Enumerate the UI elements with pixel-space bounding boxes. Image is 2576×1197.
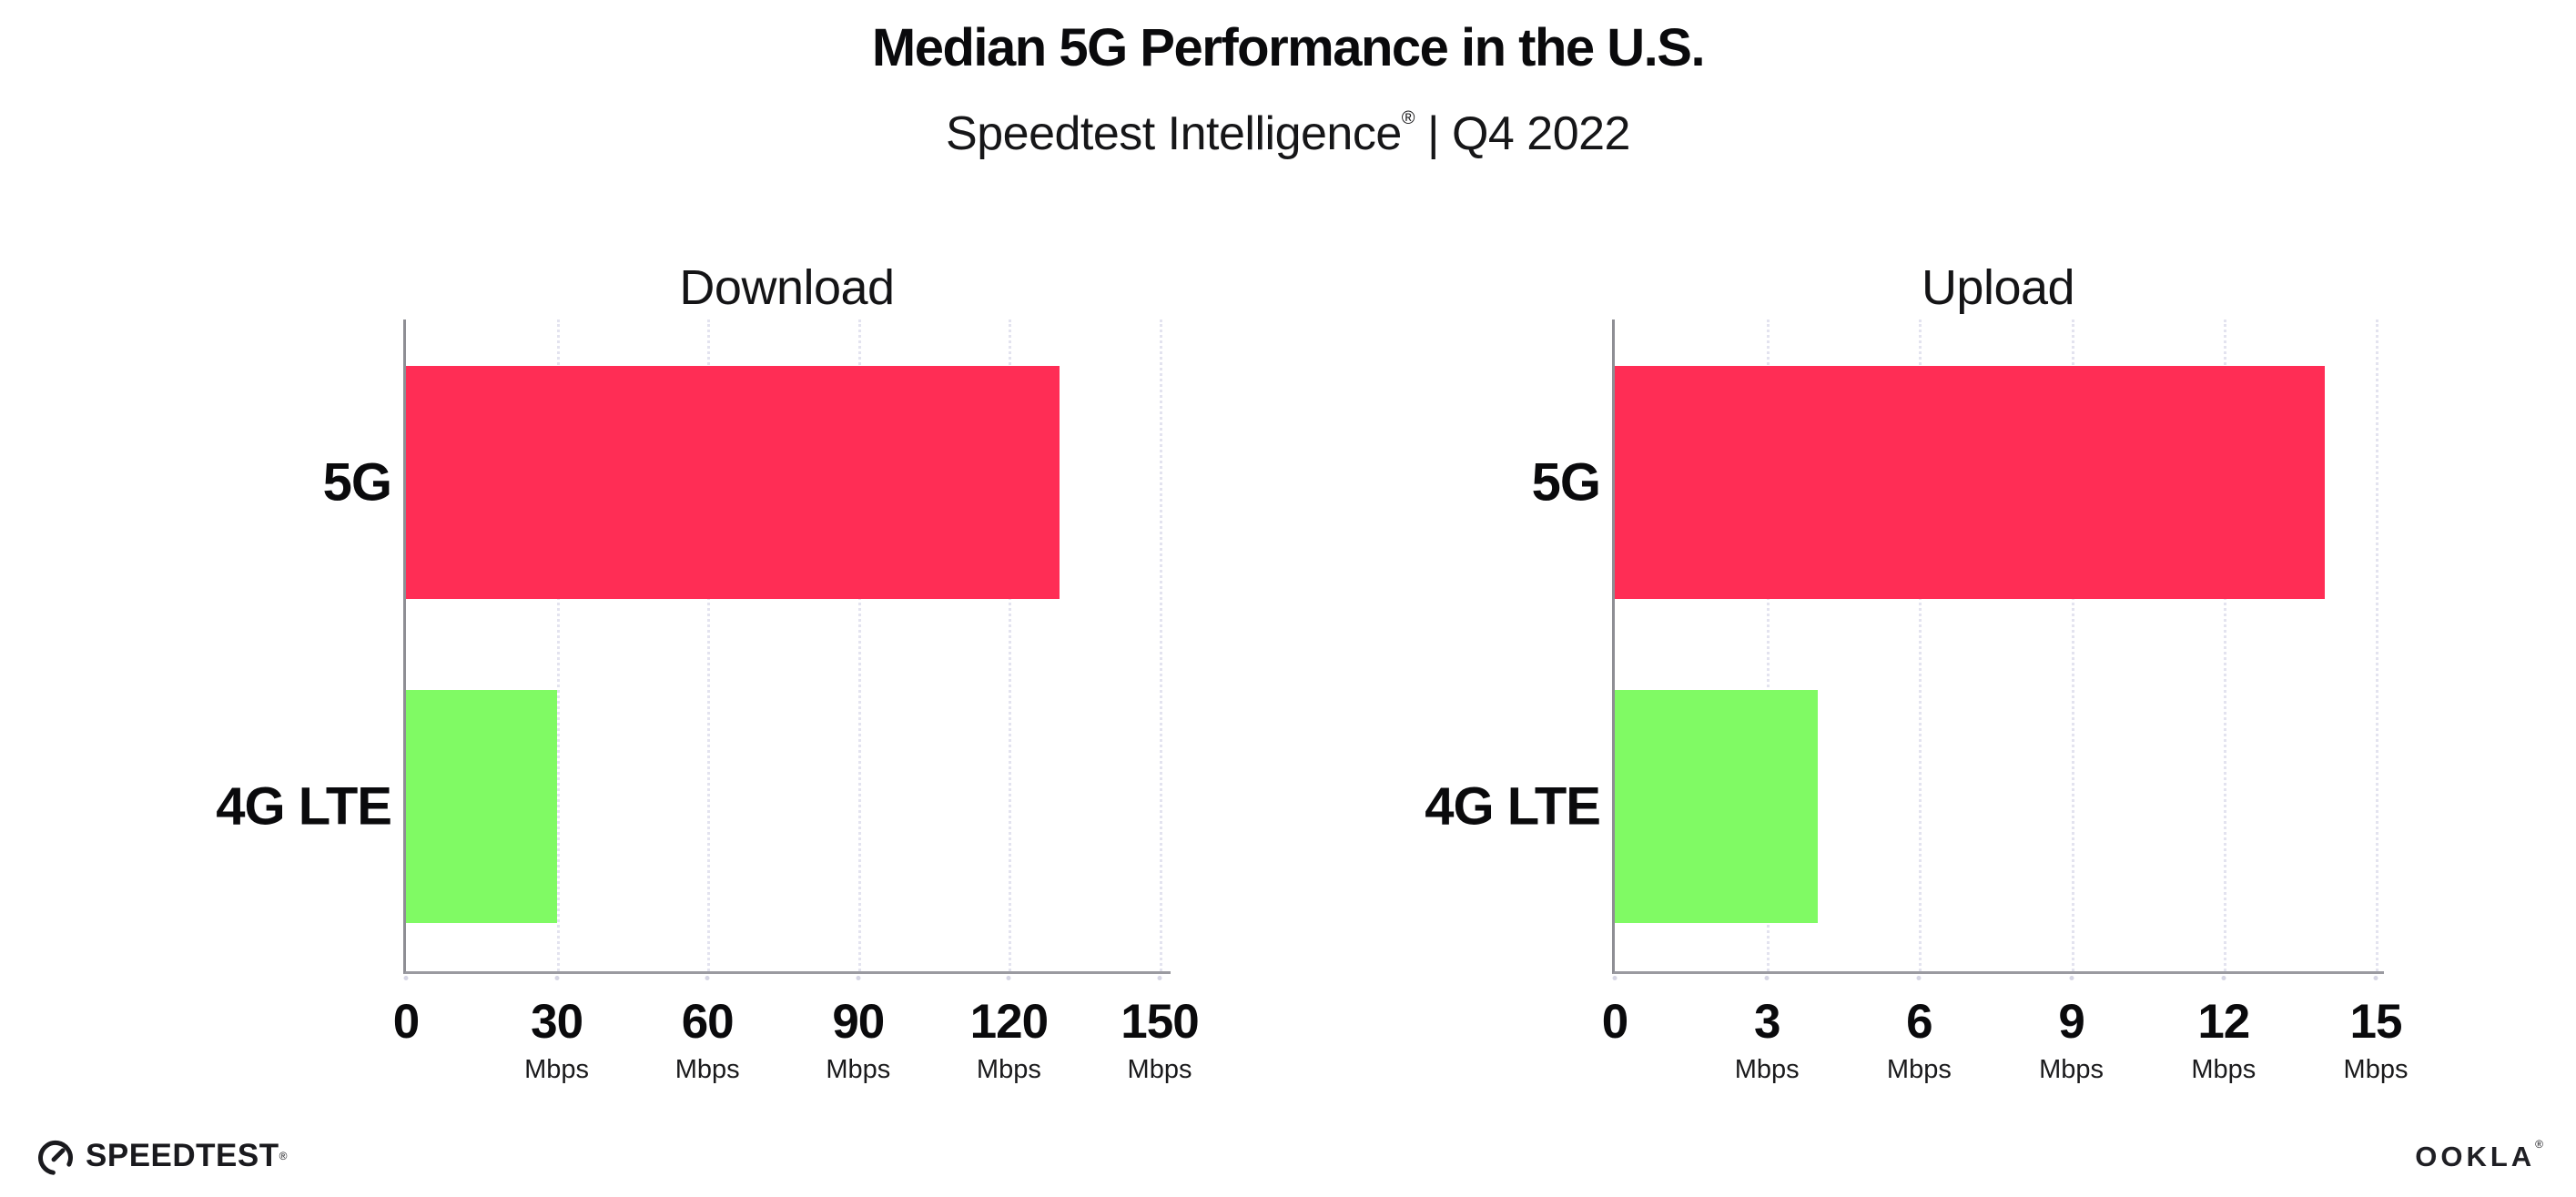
axis-tick: [1006, 976, 1011, 980]
axis-tick: [856, 976, 861, 980]
upload-chart-title: Upload: [1921, 260, 2075, 315]
chart-upload: Upload 5G 4G LTE 0 3 Mbps 6 Mbps 9 Mbps 12 Mbps 1…: [1425, 259, 2409, 1132]
x-tick-label: 90 Mbps: [826, 996, 890, 1085]
x-tick-label: 30 Mbps: [524, 996, 589, 1085]
x-tick-unit: Mbps: [1886, 1055, 1952, 1084]
x-tick-label: 3 Mbps: [1735, 996, 1800, 1085]
gridline: [1767, 320, 1770, 971]
bar-5g-upload: [1615, 366, 2326, 599]
y-axis-label-5g: 5G: [322, 452, 392, 512]
upload-x-axis-ticks: 0 3 Mbps 6 Mbps 9 Mbps 12 Mbps 15 Mbps: [1602, 996, 2409, 1132]
x-tick-value: 12: [2197, 995, 2250, 1049]
x-tick-unit: Mbps: [674, 1055, 740, 1084]
x-tick-label: 9 Mbps: [2039, 996, 2104, 1085]
x-tick-label: 120 Mbps: [969, 995, 1049, 1085]
gridline: [857, 320, 861, 971]
x-tick-value: 150: [1121, 995, 1199, 1049]
page-subtitle: Speedtest Intelligence® | Q4 2022: [0, 91, 2576, 161]
axis-tick: [2373, 976, 2378, 980]
gridline: [1009, 320, 1012, 971]
x-tick-unit: Mbps: [2343, 1055, 2409, 1084]
x-tick-unit: Mbps: [524, 1055, 590, 1084]
x-tick-label: 12 Mbps: [2191, 996, 2256, 1085]
x-tick-value: 6: [1906, 995, 1932, 1049]
x-tick-value: 3: [1753, 995, 1780, 1049]
x-tick-value: 0: [1601, 995, 1629, 1049]
axis-tick: [554, 976, 560, 980]
y-axis-label-5g: 5G: [1531, 452, 1601, 512]
bar-5g-download: [406, 366, 1060, 599]
x-tick-unit: Mbps: [826, 1055, 891, 1084]
subtitle-brand: Speedtest Intelligence: [946, 107, 1402, 160]
y-axis-label-4g-lte: 4G LTE: [216, 776, 392, 837]
download-chart-title: Download: [679, 260, 895, 315]
gridline: [2376, 320, 2378, 971]
x-tick-label: 0: [392, 995, 421, 1049]
gridline: [1919, 320, 1922, 971]
x-tick-value: 120: [969, 995, 1049, 1049]
speedtest-wordmark: SPEEDTEST: [86, 1138, 279, 1173]
axis-tick: [2069, 976, 2074, 980]
x-tick-label: 15 Mbps: [2344, 996, 2409, 1085]
gridline: [2071, 320, 2074, 971]
download-x-axis-ticks: 0 30 Mbps 60 Mbps 90 Mbps 120 Mbps 150 Mbps: [393, 995, 1200, 1132]
gridline: [707, 320, 711, 971]
x-tick-value: 60: [681, 995, 735, 1049]
page-title: Median 5G Performance in the U.S.: [871, 18, 1706, 77]
gridline: [1160, 320, 1162, 971]
bar-4g-lte-download: [406, 690, 557, 923]
x-tick-value: 90: [832, 995, 885, 1049]
axis-tick: [1764, 976, 1770, 980]
axis-tick: [1612, 976, 1618, 980]
header: Median 5G Performance in the U.S. Speedt…: [0, 0, 2576, 161]
x-tick-label: 60 Mbps: [675, 996, 740, 1085]
x-tick-label: 150 Mbps: [1121, 995, 1199, 1085]
axis-tick: [2221, 976, 2226, 980]
ookla-trademark-icon: ®: [2535, 1138, 2543, 1151]
ookla-wordmark: OOKLA: [2415, 1141, 2536, 1172]
subtitle-period: | Q4 2022: [1427, 107, 1630, 160]
x-tick-label: 0: [1601, 995, 1629, 1049]
x-tick-unit: Mbps: [1127, 1055, 1192, 1084]
upload-plot-area: 5G 4G LTE: [1425, 320, 2384, 980]
ookla-logo: OOKLA®: [2415, 1138, 2543, 1173]
speedtest-gauge-icon: [38, 1140, 73, 1175]
speedtest-logo: SPEEDTEST ®: [35, 1135, 287, 1177]
x-tick-label: 6 Mbps: [1887, 996, 1952, 1085]
axis-tick: [403, 976, 409, 980]
x-tick-unit: Mbps: [976, 1055, 1041, 1084]
x-tick-unit: Mbps: [2191, 1055, 2257, 1084]
axis-tick: [1157, 976, 1162, 980]
chart-download: Download 5G 4G LTE 0 30 Mbps 60 Mbps 90 Mbps 12…: [216, 259, 1200, 1132]
x-tick-unit: Mbps: [2039, 1055, 2104, 1084]
gridline: [556, 320, 560, 971]
charts-row: Download 5G 4G LTE 0 30 Mbps 60 Mbps 90 Mbps 12…: [0, 259, 2576, 1132]
x-tick-unit: Mbps: [1734, 1055, 1800, 1084]
download-plot-area: 5G 4G LTE: [216, 320, 1171, 980]
y-axis-label-4g-lte: 4G LTE: [1425, 776, 1601, 837]
gridline: [2223, 320, 2226, 971]
registered-trademark-icon: ®: [1401, 108, 1415, 128]
x-tick-value: 30: [531, 995, 583, 1049]
x-tick-value: 9: [2058, 995, 2084, 1049]
x-tick-value: 0: [392, 995, 421, 1049]
speedtest-trademark-icon: ®: [279, 1150, 288, 1162]
axis-tick: [1916, 976, 1922, 980]
axis-tick: [705, 976, 710, 980]
x-tick-value: 15: [2349, 995, 2403, 1049]
bar-4g-lte-upload: [1615, 690, 1818, 923]
